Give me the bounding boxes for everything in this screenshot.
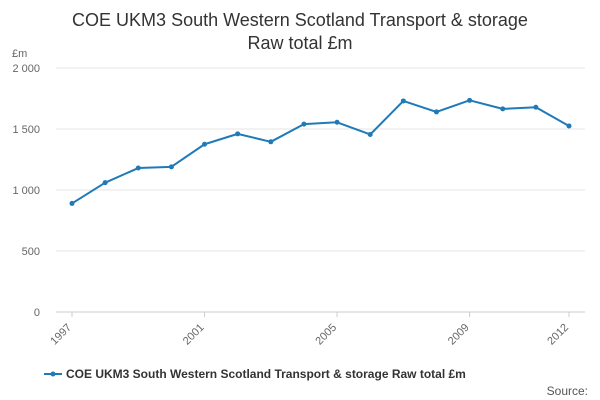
data-point[interactable]	[367, 131, 373, 137]
data-point[interactable]	[566, 123, 572, 129]
chart-title-line-2: Raw total £m	[247, 33, 352, 53]
data-point[interactable]	[235, 131, 241, 137]
x-axis-ticks: 1997 2001 2005 2009 2012	[48, 312, 571, 347]
y-tick-label: 1 500	[12, 124, 40, 136]
y-tick-label: 1 000	[12, 185, 40, 197]
x-tick-label: 2001	[181, 322, 207, 348]
legend-marker-icon	[50, 371, 56, 377]
data-point[interactable]	[400, 98, 406, 104]
data-point[interactable]	[533, 104, 539, 110]
data-point[interactable]	[102, 180, 108, 186]
legend-label: COE UKM3 South Western Scotland Transpor…	[66, 367, 466, 381]
data-point[interactable]	[69, 200, 75, 206]
gridlines	[56, 67, 585, 313]
data-point[interactable]	[334, 119, 340, 125]
data-point[interactable]	[301, 121, 307, 127]
data-point[interactable]	[500, 106, 506, 112]
x-tick-label: 2012	[545, 322, 571, 348]
y-tick-label: 2 000	[12, 63, 40, 75]
chart-title-line-1: COE UKM3 South Western Scotland Transpor…	[72, 10, 528, 30]
y-axis-ticks: 0 500 1 000 1 500 2 000	[12, 63, 40, 319]
series-layer	[69, 97, 572, 206]
x-tick-label: 2009	[446, 322, 472, 348]
x-tick-label: 2005	[313, 322, 339, 348]
data-point[interactable]	[467, 97, 473, 103]
source-label: Source:	[547, 384, 588, 398]
x-tick-label: 1997	[48, 322, 74, 348]
y-tick-label: 0	[34, 307, 40, 319]
legend[interactable]: COE UKM3 South Western Scotland Transpor…	[44, 367, 466, 381]
data-point[interactable]	[168, 164, 174, 170]
data-point[interactable]	[268, 139, 274, 145]
data-point[interactable]	[433, 109, 439, 115]
y-tick-label: 500	[22, 246, 40, 258]
data-point[interactable]	[202, 141, 208, 147]
series-line	[71, 99, 570, 205]
y-axis-unit: £m	[12, 48, 27, 60]
data-point[interactable]	[135, 165, 141, 171]
